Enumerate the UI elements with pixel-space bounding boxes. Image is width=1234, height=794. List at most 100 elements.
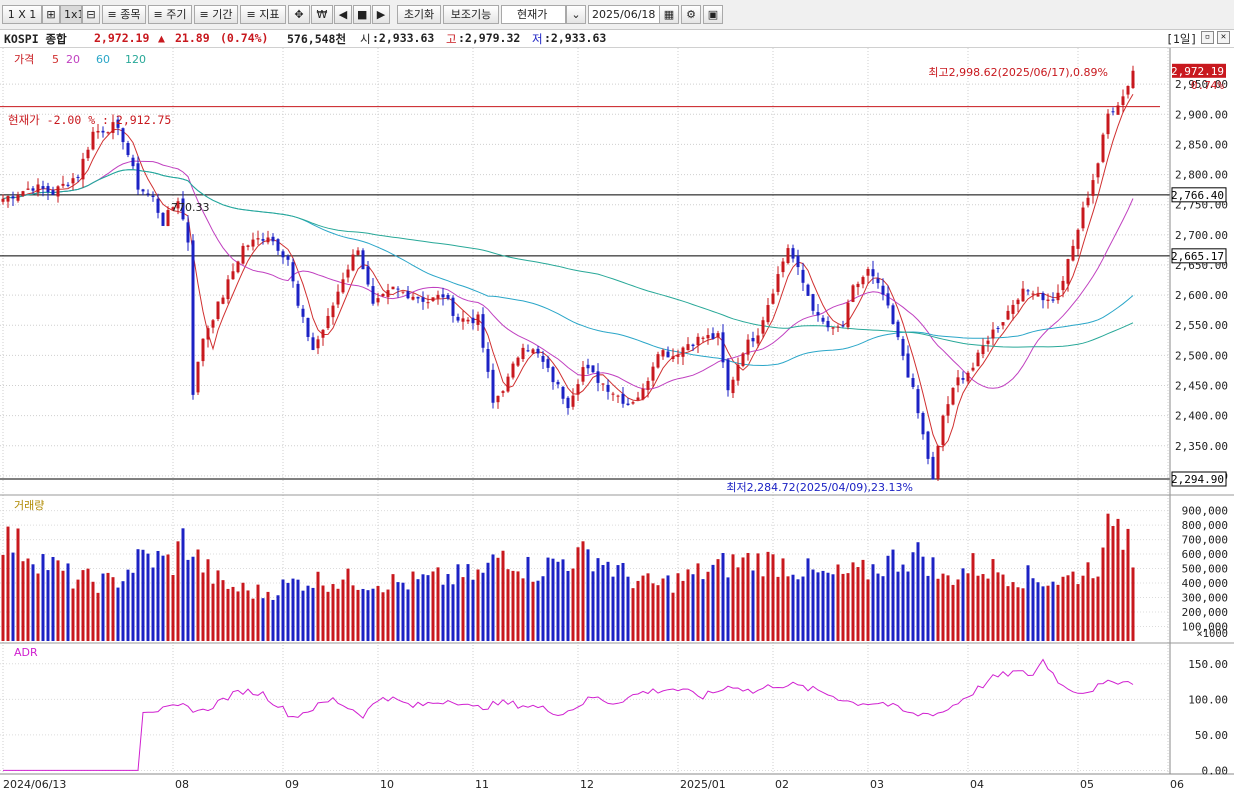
volume-tick-label: 500,000 — [1182, 563, 1228, 576]
volume-bar — [26, 558, 30, 641]
candle-body — [206, 328, 210, 340]
candle-body — [251, 239, 255, 247]
move-icon[interactable]: ✥ — [288, 5, 310, 24]
candle-body — [636, 397, 640, 401]
volume-bar — [196, 549, 200, 641]
volume-bar — [186, 559, 190, 641]
candle-body — [156, 198, 160, 213]
candle-body — [176, 201, 180, 209]
volume-bar — [1, 554, 5, 641]
next-icon[interactable]: ▶ — [372, 5, 390, 24]
open-value: :2,933.63 — [372, 31, 435, 45]
time-tick-label: 09 — [285, 778, 299, 791]
volume-bar — [886, 555, 890, 641]
candle-body — [681, 347, 685, 357]
price-info-bar: KOSPI 종합 2,972.19 ▲ 21.89 (0.74%) 576,54… — [0, 30, 1234, 48]
candle-body — [446, 294, 450, 299]
volume-bar — [891, 549, 895, 641]
candle-body — [986, 340, 990, 344]
volume-bar — [631, 588, 635, 641]
range-button[interactable]: ≡ 기간 — [194, 5, 238, 24]
volume-bar — [831, 574, 835, 641]
close-icon[interactable]: ✕ — [1217, 31, 1230, 44]
price-tick-label: 2,800.00 — [1175, 169, 1228, 182]
settings-icon[interactable]: ⚙ — [681, 5, 701, 24]
ref-line-label: 현재가 -2.00 % : 2,912.75 — [8, 113, 171, 127]
candle-body — [846, 302, 850, 328]
candle-body — [226, 279, 230, 300]
volume-bar — [971, 553, 975, 641]
volume-bar — [571, 568, 575, 641]
low-annotation: 최저2,284.72(2025/04/09),23.13% — [726, 481, 913, 494]
volume-bar — [406, 589, 410, 641]
candle-body — [261, 239, 265, 241]
high-annotation: 최고2,998.62(2025/06/17),0.89% — [928, 66, 1108, 79]
candle-body — [866, 269, 870, 276]
candle-body — [841, 325, 845, 327]
price-tick-label: 2,400.00 — [1175, 410, 1228, 423]
aux-function-button[interactable]: 보조기능 — [443, 5, 499, 24]
period-button[interactable]: ≡ 주기 — [148, 5, 192, 24]
candle-body — [116, 119, 120, 128]
legend-ma5: 5 — [52, 53, 59, 66]
candle-body — [1, 198, 5, 202]
volume-bar — [616, 565, 620, 641]
volume-bar — [436, 567, 440, 641]
volume-bar — [541, 576, 545, 641]
price-tick-label: 2,900.00 — [1175, 108, 1228, 121]
candle-body — [441, 294, 445, 298]
candle-body — [476, 314, 480, 325]
candle-body — [276, 239, 280, 251]
reset-button[interactable]: 초기화 — [397, 5, 441, 24]
candle-body — [341, 279, 345, 293]
volume-bar — [246, 590, 250, 641]
stock-chart[interactable]: 2,950.002,900.002,850.002,800.002,750.00… — [0, 48, 1234, 794]
calendar-icon[interactable]: ▦ — [659, 5, 679, 24]
candle-body — [876, 278, 880, 284]
candle-body — [376, 298, 380, 303]
layout-1x1-button[interactable]: 1x1 — [60, 5, 82, 24]
won-icon[interactable]: ₩ — [311, 5, 333, 24]
chevron-down-icon[interactable]: ⌄ — [566, 5, 586, 24]
candle-body — [386, 290, 390, 297]
candle-body — [616, 395, 620, 397]
candle-body — [1101, 134, 1105, 162]
chart-settings-icon[interactable]: ▣ — [703, 5, 723, 24]
maximize-icon[interactable]: ▫ — [1201, 31, 1214, 44]
toolbar: 1 X 1 ⊞ 1x1 ⊟ ≡ 종목 ≡ 주기 ≡ 기간 ≡ 지표 ✥ ₩ ◀ … — [0, 0, 1234, 30]
volume-tick-label: 900,000 — [1182, 505, 1228, 518]
volume-bar — [776, 576, 780, 641]
candle-body — [456, 316, 460, 321]
volume-tick-label: 100,000 — [1182, 621, 1228, 634]
volume-bar — [466, 564, 470, 641]
volume-bar — [101, 573, 105, 641]
split-icon[interactable]: ⊟ — [82, 5, 100, 24]
volume-bar — [606, 561, 610, 641]
candle-body — [16, 195, 20, 201]
indicator-button[interactable]: ≡ 지표 — [240, 5, 286, 24]
grid-icon[interactable]: ⊞ — [42, 5, 60, 24]
prev-icon[interactable]: ◀ — [334, 5, 352, 24]
candle-body — [656, 354, 660, 368]
symbol-button[interactable]: ≡ 종목 — [102, 5, 146, 24]
stop-icon[interactable]: ■ — [353, 5, 371, 24]
layout-button[interactable]: 1 X 1 — [2, 5, 42, 24]
volume-bar — [286, 582, 290, 641]
volume-bar — [11, 552, 15, 641]
date-field[interactable]: 2025/06/18 — [588, 5, 678, 24]
candle-body — [271, 236, 275, 242]
legend-volume: 거래량 — [14, 499, 44, 512]
time-tick-label: 10 — [380, 778, 394, 791]
volume-bar — [151, 567, 155, 641]
candle-body — [351, 254, 355, 271]
price-type-select[interactable]: 현재가 — [501, 5, 566, 24]
candle-body — [36, 184, 40, 193]
volume-bar — [941, 573, 945, 641]
candle-body — [651, 366, 655, 381]
candle-body — [531, 349, 535, 354]
volume-bar — [701, 579, 705, 641]
reference-price-box — [1171, 471, 1227, 487]
volume-bar — [351, 585, 355, 641]
volume-bar — [496, 557, 500, 641]
candle-body — [781, 261, 785, 273]
